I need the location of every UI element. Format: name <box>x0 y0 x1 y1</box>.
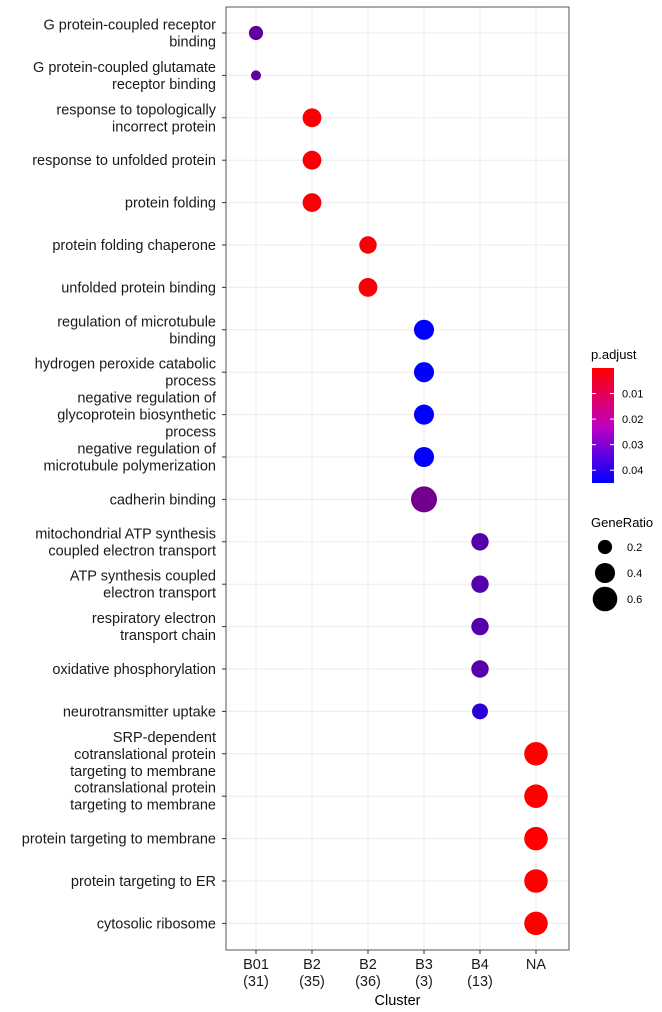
size-legend-label: 0.6 <box>627 594 642 606</box>
y-tick-label: cotranslational protein targeting to memb… <box>70 781 216 814</box>
y-tick-label: response to unfolded protein <box>32 153 216 169</box>
y-tick-label: cytosolic ribosome <box>97 916 216 932</box>
x-tick-label: NA <box>526 957 546 973</box>
data-point <box>472 703 488 720</box>
data-point <box>524 911 548 936</box>
y-tick-label: protein targeting to membrane <box>22 832 216 848</box>
data-point <box>471 575 489 593</box>
x-tick-label: B3 <box>415 957 433 973</box>
y-tick-label: hydrogen peroxide catabolic process <box>35 357 216 390</box>
color-legend-label: 0.03 <box>622 440 643 452</box>
data-point <box>359 236 377 254</box>
x-tick-label: B01 <box>243 957 269 973</box>
color-legend-label: 0.01 <box>622 389 643 401</box>
y-tick-label: oxidative phosphorylation <box>52 662 216 678</box>
y-tick-label: cadherin binding <box>110 492 216 508</box>
data-point <box>302 150 322 170</box>
size-legend-title: GeneRatio <box>591 515 653 530</box>
data-point <box>358 278 378 297</box>
color-bar <box>592 368 614 483</box>
y-tick-label: G protein-coupled receptor binding <box>44 18 217 51</box>
y-tick-label: ATP synthesis coupled electron transport <box>70 569 216 602</box>
y-tick-label: unfolded protein binding <box>61 280 216 296</box>
plot-panel <box>226 7 569 950</box>
size-legend-key <box>597 539 613 555</box>
y-tick-label: protein targeting to ER <box>71 874 216 890</box>
y-tick-label: protein folding chaperone <box>52 238 216 254</box>
y-tick-label: regulation of microtubule binding <box>57 314 216 347</box>
data-point <box>411 486 437 513</box>
x-tick-label: B2 <box>359 957 377 973</box>
panel-border <box>225 6 570 951</box>
data-point <box>413 446 435 468</box>
x-tick-count: (35) <box>299 974 325 990</box>
x-tick-count: (36) <box>355 974 381 990</box>
data-point <box>302 108 322 128</box>
data-point <box>413 404 435 425</box>
x-tick-label: B4 <box>471 957 489 973</box>
y-tick-label: neurotransmitter uptake <box>63 704 216 720</box>
y-tick-label: negative regulation of glycoprotein biosy… <box>57 391 217 441</box>
data-point <box>471 660 489 678</box>
y-tick-label: negative regulation of microtubule polyme… <box>44 442 217 475</box>
y-tick-label: protein folding <box>125 196 216 212</box>
data-point <box>250 70 262 81</box>
data-point <box>524 784 548 808</box>
y-tick-label: G protein-coupled glutamate receptor bind… <box>33 60 216 93</box>
data-point <box>413 362 435 383</box>
data-point <box>413 319 435 340</box>
x-tick-label: B2 <box>303 957 321 973</box>
data-point <box>302 193 322 213</box>
y-tick-label: SRP-dependent cotranslational protein targ… <box>70 730 216 780</box>
data-point <box>248 25 264 41</box>
data-point <box>524 869 548 893</box>
color-legend-label: 0.04 <box>622 465 643 477</box>
size-legend-label: 0.2 <box>627 542 642 554</box>
data-point <box>524 742 548 766</box>
data-point <box>471 617 489 636</box>
x-tick-count: (31) <box>243 974 269 990</box>
x-tick-count: (13) <box>467 974 493 990</box>
data-point <box>524 826 548 851</box>
x-tick-count: (3) <box>415 974 433 990</box>
size-legend-label: 0.4 <box>627 568 642 580</box>
size-legend-key <box>594 562 616 584</box>
data-point <box>471 533 489 551</box>
x-axis-title: Cluster <box>375 993 421 1009</box>
color-legend-label: 0.02 <box>622 414 643 426</box>
size-legend-key <box>592 586 618 612</box>
y-tick-label: mitochondrial ATP synthesis coupled elect… <box>35 526 216 559</box>
y-tick-label: respiratory electron transport chain <box>92 611 216 644</box>
color-legend-title: p.adjust <box>591 347 637 362</box>
y-tick-label: response to topologically incorrect prote… <box>56 102 216 135</box>
